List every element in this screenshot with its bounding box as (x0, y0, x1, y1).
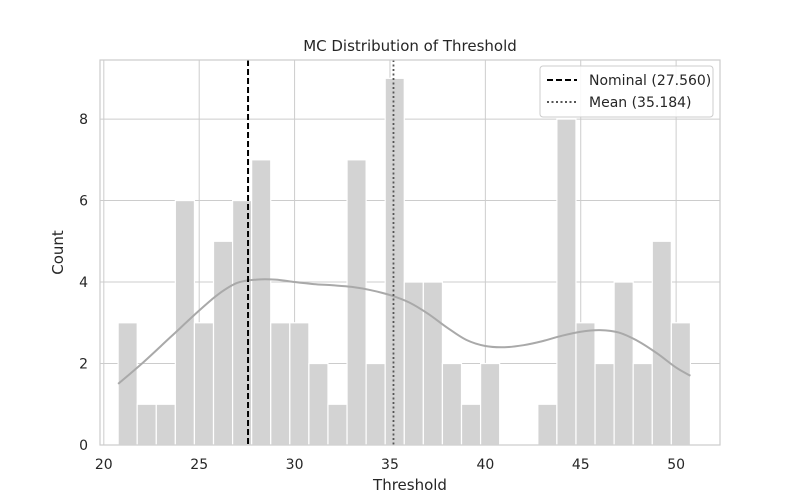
y-tick-label: 0 (79, 438, 88, 454)
histogram-bar (556, 118, 577, 446)
chart-title: MC Distribution of Threshold (303, 37, 517, 55)
y-tick-label: 2 (79, 357, 88, 373)
x-tick-label: 50 (667, 457, 685, 473)
histogram-bar (193, 322, 215, 446)
reference-lines (247, 60, 395, 445)
histogram-bar (670, 322, 692, 446)
y-axis-title: Count (49, 230, 67, 275)
histogram-bar (441, 362, 463, 446)
histogram-bar (346, 159, 367, 446)
histogram-bar (117, 322, 138, 446)
histogram-bar (308, 362, 329, 446)
histogram-bar (594, 362, 615, 446)
y-tick-label: 4 (79, 275, 88, 291)
x-tick-label: 40 (476, 457, 494, 473)
legend-nominal-label: Nominal (27.560) (589, 73, 711, 89)
x-tick-label: 35 (381, 457, 399, 473)
histogram-bar (403, 281, 424, 446)
x-tick-label: 45 (572, 457, 590, 473)
histogram-bar (155, 403, 176, 446)
y-tick-label: 8 (79, 112, 88, 128)
x-axis-title: Threshold (372, 476, 447, 494)
histogram-bar (651, 240, 672, 446)
histogram-bar (251, 159, 272, 446)
histogram-bars (117, 77, 692, 446)
histogram-bar (327, 403, 348, 446)
legend: Nominal (27.560) Mean (35.184) (539, 65, 714, 118)
histogram-bar (575, 322, 596, 446)
legend-box (539, 65, 714, 118)
histogram-bar (479, 362, 501, 446)
kde-curve (117, 278, 691, 385)
histogram-bar (632, 362, 653, 446)
histogram-bar (537, 403, 558, 446)
plot-frame (99, 59, 721, 446)
histogram-bar (384, 77, 405, 446)
x-tick-label: 25 (190, 457, 208, 473)
histogram-bar (422, 281, 444, 446)
histogram-bar (289, 322, 310, 446)
histogram-bar (460, 403, 482, 446)
tick-labels: 20 25 30 35 40 45 50 0 2 4 6 8 (79, 112, 685, 473)
histogram-bar (270, 322, 291, 446)
legend-mean-label: Mean (35.184) (589, 95, 692, 111)
x-tick-label: 30 (286, 457, 304, 473)
y-tick-label: 6 (79, 194, 88, 210)
histogram-bar (613, 281, 634, 446)
x-tick-label: 20 (95, 457, 113, 473)
histogram-bar (212, 240, 234, 446)
kde-curve-layer (117, 278, 691, 385)
histogram-bar (136, 403, 157, 446)
histogram-bar (365, 362, 386, 446)
